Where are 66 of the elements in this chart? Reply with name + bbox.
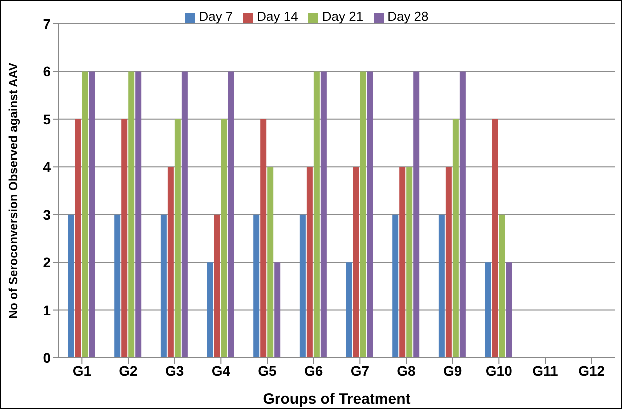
bar <box>89 72 96 358</box>
bar <box>406 167 413 358</box>
bar <box>68 214 74 358</box>
bar <box>392 214 399 358</box>
x-tick-label: G2 <box>119 362 138 379</box>
bar <box>114 214 121 358</box>
bar <box>136 72 142 358</box>
bar <box>492 119 498 358</box>
bar <box>168 167 174 358</box>
bar <box>300 214 306 358</box>
bar <box>174 119 181 358</box>
bar <box>499 214 506 358</box>
y-tick-label: 3 <box>43 206 52 223</box>
x-tick-label: G3 <box>165 362 184 379</box>
bar <box>228 72 234 358</box>
y-axis-title: No of Seroconversion Observed against AAV <box>6 62 20 320</box>
bar <box>274 262 281 358</box>
y-tick-label: 6 <box>43 64 52 80</box>
bar <box>353 167 360 358</box>
bar <box>438 214 445 358</box>
bar <box>446 167 452 358</box>
bar <box>485 262 492 358</box>
y-tick-label: 2 <box>43 254 52 271</box>
bar <box>506 262 512 358</box>
bar <box>254 214 260 358</box>
bar <box>75 119 82 358</box>
bar <box>367 72 374 358</box>
y-tick-label: 0 <box>43 350 52 366</box>
x-tick-label: G9 <box>443 362 462 379</box>
bar <box>268 167 274 358</box>
bar <box>160 214 167 358</box>
x-tick-label: G10 <box>486 362 513 379</box>
bar <box>128 72 135 358</box>
bar <box>182 72 188 358</box>
y-tick-label: 5 <box>43 111 52 128</box>
x-tick-label: G12 <box>578 362 606 379</box>
bar <box>82 72 88 358</box>
bar <box>346 262 352 358</box>
x-axis-title: Groups of Treatment <box>263 391 411 408</box>
x-tick-label: G11 <box>532 362 559 379</box>
x-tick-label: G8 <box>397 362 416 379</box>
legend-label: Day 28 <box>388 9 429 24</box>
bar <box>122 119 128 358</box>
x-tick-label: G6 <box>304 362 324 379</box>
y-tick-label: 7 <box>43 16 52 32</box>
y-tick-label: 4 <box>43 159 52 176</box>
y-tick-label: 1 <box>43 302 52 318</box>
x-tick-label: G4 <box>212 362 231 379</box>
legend-label: Day 7 <box>199 9 234 24</box>
x-tick-label: G1 <box>72 362 92 379</box>
bar <box>314 72 320 358</box>
x-tick-label: G5 <box>258 362 278 379</box>
legend-label: Day 21 <box>322 9 364 24</box>
bar <box>221 119 228 358</box>
bar <box>452 119 459 358</box>
bar <box>320 72 327 358</box>
x-tick-label: G7 <box>350 362 370 379</box>
legend-label: Day 14 <box>257 9 298 24</box>
bar <box>207 262 214 358</box>
bar <box>360 72 366 358</box>
bar <box>214 214 220 358</box>
bar <box>414 72 420 358</box>
bar <box>306 167 313 358</box>
bar <box>460 72 466 358</box>
bar <box>400 167 406 358</box>
bar <box>260 119 267 358</box>
